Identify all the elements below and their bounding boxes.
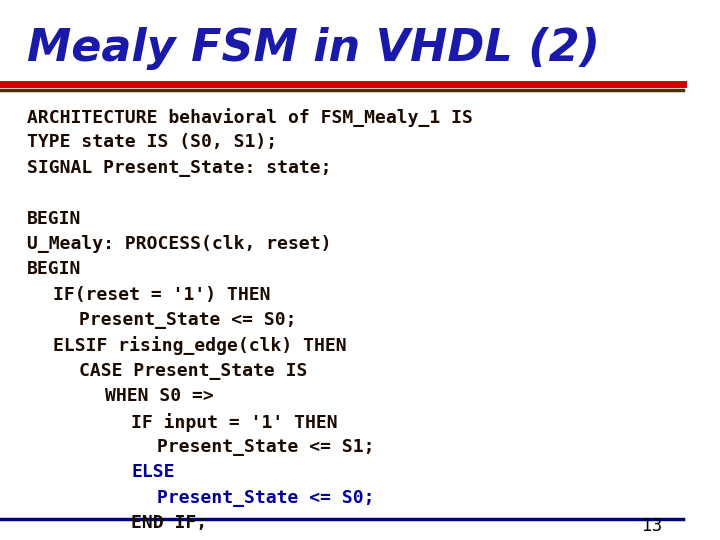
Text: IF input = '1' THEN: IF input = '1' THEN [131, 413, 338, 431]
Text: BEGIN: BEGIN [27, 260, 81, 278]
Text: ELSIF rising_edge(clk) THEN: ELSIF rising_edge(clk) THEN [53, 336, 347, 355]
Text: WHEN S0 =>: WHEN S0 => [105, 387, 214, 405]
Text: U_Mealy: PROCESS(clk, reset): U_Mealy: PROCESS(clk, reset) [27, 235, 332, 253]
Text: SIGNAL Present_State: state;: SIGNAL Present_State: state; [27, 159, 332, 177]
Text: Present_State <= S1;: Present_State <= S1; [157, 438, 374, 456]
Text: Mealy FSM in VHDL (2): Mealy FSM in VHDL (2) [27, 27, 600, 70]
Text: ARCHITECTURE behavioral of FSM_Mealy_1 IS: ARCHITECTURE behavioral of FSM_Mealy_1 I… [27, 108, 473, 127]
Text: TYPE state IS (S0, S1);: TYPE state IS (S0, S1); [27, 133, 277, 151]
Text: CASE Present_State IS: CASE Present_State IS [79, 362, 307, 380]
Text: Present_State <= S0;: Present_State <= S0; [79, 311, 297, 329]
Text: END IF;: END IF; [131, 514, 207, 532]
Text: BEGIN: BEGIN [27, 210, 81, 227]
Text: ELSE: ELSE [131, 463, 174, 481]
Text: 13: 13 [641, 517, 662, 535]
Text: IF(reset = '1') THEN: IF(reset = '1') THEN [53, 286, 271, 303]
Text: Present_State <= S0;: Present_State <= S0; [157, 489, 374, 507]
